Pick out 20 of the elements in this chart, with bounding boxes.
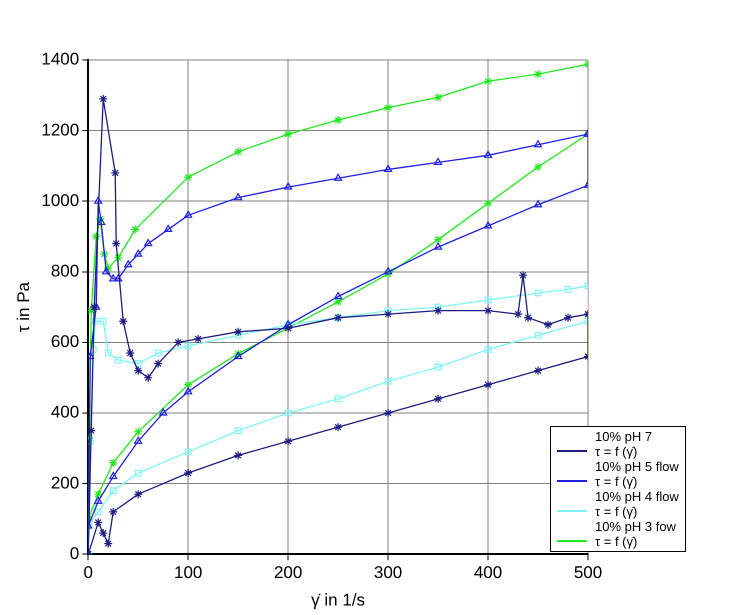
- y-tick-label: 1400: [41, 50, 80, 69]
- legend-label: 10% pH 3 fow τ = f (γ̇): [595, 519, 676, 550]
- y-tick-label: 800: [50, 261, 80, 280]
- x-tick-label: 0: [83, 563, 93, 582]
- y-tick-label: 400: [50, 402, 80, 422]
- y-tick-label: 1000: [41, 190, 80, 210]
- y-tick-label: 1200: [41, 120, 80, 140]
- y-tick-label: 200: [50, 473, 80, 492]
- y-tick-label: 0: [70, 544, 80, 563]
- y-tick-label: 600: [50, 332, 80, 352]
- legend-label: 10% pH 4 flow τ = f (γ̇): [595, 489, 679, 520]
- y-axis-title: τ in Pa: [14, 281, 33, 332]
- x-tick-label: 500: [574, 563, 602, 582]
- x-tick-label: 100: [174, 563, 202, 582]
- x-axis-title: γ̇ in 1/s: [311, 590, 366, 610]
- legend-label: 10% pH 7 τ = f (γ̇): [595, 429, 652, 460]
- legend-label: 10% pH 5 flow τ = f (γ̇): [595, 459, 679, 490]
- x-tick-label: 200: [274, 563, 302, 582]
- x-tick-label: 400: [474, 563, 502, 582]
- x-tick-label: 300: [374, 563, 402, 582]
